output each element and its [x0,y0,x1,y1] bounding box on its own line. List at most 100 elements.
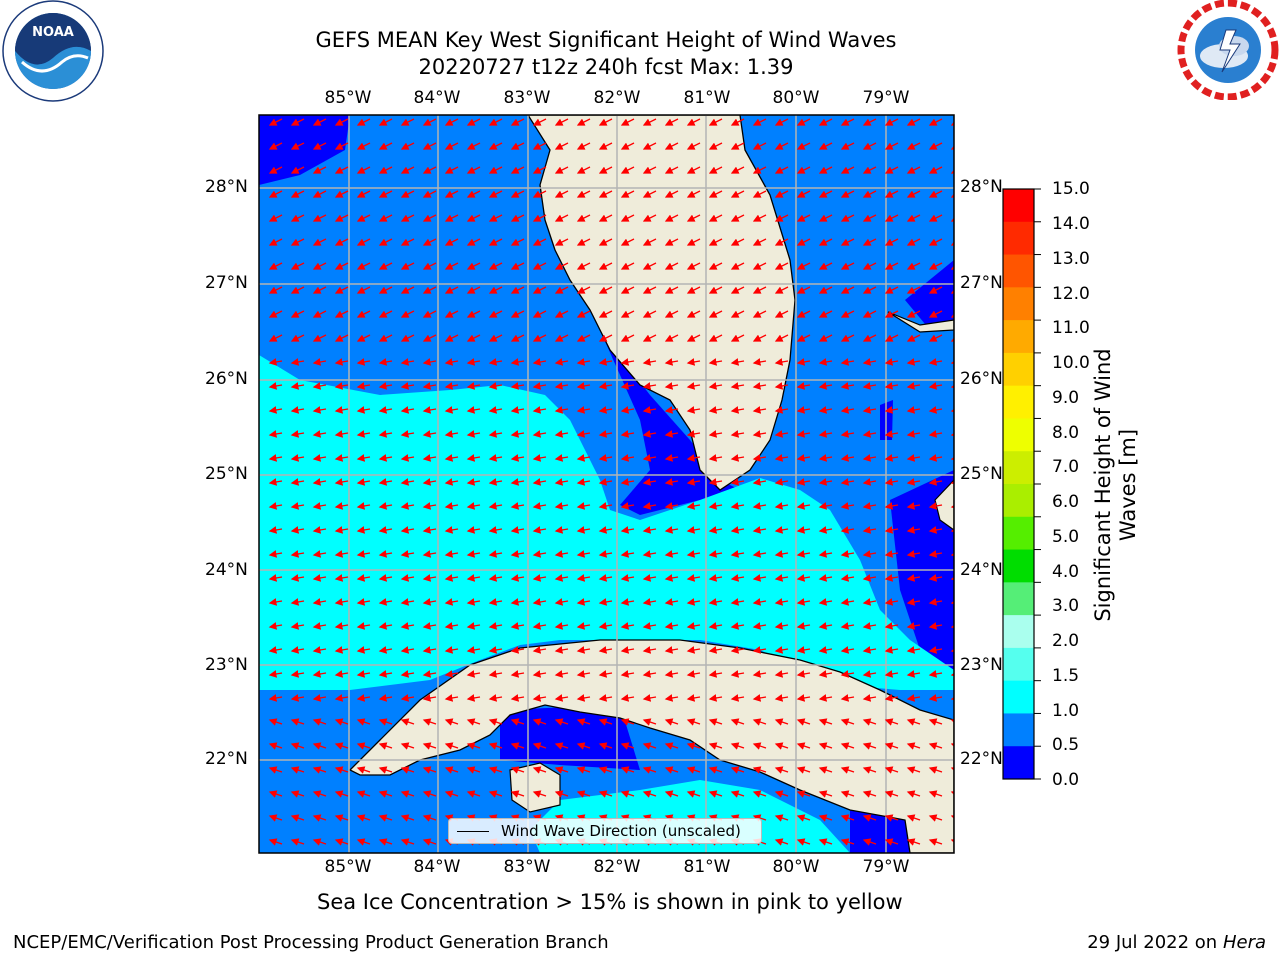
wind-wave-arrow [400,142,415,150]
wind-wave-arrow [928,430,943,438]
wind-wave-arrow [906,118,921,126]
wind-wave-arrow [928,838,943,846]
wind-wave-arrow [334,310,349,318]
wind-wave-arrow [708,190,723,198]
wind-wave-arrow [884,406,899,414]
wind-wave-arrow [774,502,789,510]
wind-wave-arrow [290,502,305,510]
wind-wave-arrow [664,406,679,414]
wind-wave-arrow [532,406,547,414]
wind-wave-arrow [862,790,877,798]
wind-wave-arrow [884,502,899,510]
wind-wave-arrow [686,406,701,414]
wind-wave-arrow [554,742,569,750]
lat-label-right: 24°N [960,560,1003,580]
wind-wave-arrow [642,766,657,774]
wind-wave-arrow [554,118,569,126]
wind-wave-arrow [510,358,525,366]
wind-wave-arrow [334,574,349,582]
wind-wave-arrow [774,118,789,126]
wind-wave-arrow [642,742,657,750]
wind-wave-arrow [840,334,855,342]
wind-wave-arrow [400,286,415,294]
wind-wave-arrow [576,142,591,150]
wind-wave-arrow [664,334,679,342]
wind-wave-arrow [510,526,525,534]
wind-wave-arrow [906,694,921,702]
colorbar-tick: 15.0 [1052,179,1090,199]
wind-wave-arrow [752,718,767,726]
footer-date-text: 29 Jul 2022 on [1087,932,1223,953]
wind-wave-arrow [290,694,305,702]
wind-wave-arrow [356,454,371,462]
wind-wave-arrow [510,142,525,150]
colorbar-tick: 0.0 [1052,770,1080,790]
wind-wave-arrow [466,694,481,702]
wind-wave-arrow [774,214,789,222]
wind-wave-arrow [774,790,789,798]
wind-wave-arrow [488,670,503,678]
wind-wave-arrow [510,598,525,606]
wind-wave-arrow [730,526,745,534]
wind-wave-arrow [466,718,481,726]
wind-wave-arrow [466,670,481,678]
wind-wave-arrow [444,118,459,126]
lon-label-top: 82°W [593,88,641,108]
wind-wave-arrow [356,478,371,486]
wind-wave-arrow [356,286,371,294]
wind-wave-arrow [620,310,635,318]
wind-wave-arrow [400,214,415,222]
wind-wave-arrow [730,286,745,294]
nws-logo [1177,0,1279,100]
wind-wave-arrow [400,574,415,582]
colorbar-segment [1003,189,1034,223]
wind-wave-arrow [884,430,899,438]
wind-wave-arrow [598,742,613,750]
wind-wave-arrow [312,214,327,222]
wind-wave-arrow [268,430,283,438]
wind-wave-arrow [708,454,723,462]
wind-wave-arrow [664,526,679,534]
wind-wave-arrow [532,646,547,654]
wind-wave-arrow [620,622,635,630]
wind-wave-arrow [290,454,305,462]
wind-wave-arrow [400,622,415,630]
wind-wave-arrow [840,286,855,294]
wind-wave-arrow [708,790,723,798]
colorbar-tick: 3.0 [1052,596,1080,616]
wind-wave-arrow [906,622,921,630]
wind-wave-arrow [906,646,921,654]
wind-wave-arrow [862,142,877,150]
wind-wave-arrow [884,214,899,222]
wind-wave-arrow [928,670,943,678]
wind-wave-arrow [774,286,789,294]
wind-wave-arrow [510,766,525,774]
wind-wave-arrow [290,718,305,726]
wind-wave-arrow [576,622,591,630]
wind-wave-arrow [730,118,745,126]
wind-wave-arrow [532,454,547,462]
wind-wave-arrow [752,790,767,798]
wind-wave-arrow [510,646,525,654]
wind-wave-arrow [642,382,657,390]
wind-wave-arrow [400,382,415,390]
wind-wave-arrow [818,598,833,606]
wind-wave-arrow [928,310,943,318]
wind-wave-arrow [554,598,569,606]
colorbar-tick: 6.0 [1052,492,1080,512]
wind-wave-arrow [664,454,679,462]
wind-wave-arrow [334,382,349,390]
wind-wave-arrow [818,646,833,654]
wind-wave-arrow [576,574,591,582]
wind-wave-arrow [598,142,613,150]
lon-label-bottom: 84°W [413,857,461,877]
wind-wave-arrow [334,334,349,342]
wind-wave-arrow [510,238,525,246]
wind-wave-arrow [554,718,569,726]
wind-wave-arrow [664,430,679,438]
wind-wave-arrow [730,214,745,222]
wind-wave-arrow [356,670,371,678]
wind-wave-arrow [488,766,503,774]
wind-wave-arrow [840,550,855,558]
wind-wave-arrow [862,598,877,606]
